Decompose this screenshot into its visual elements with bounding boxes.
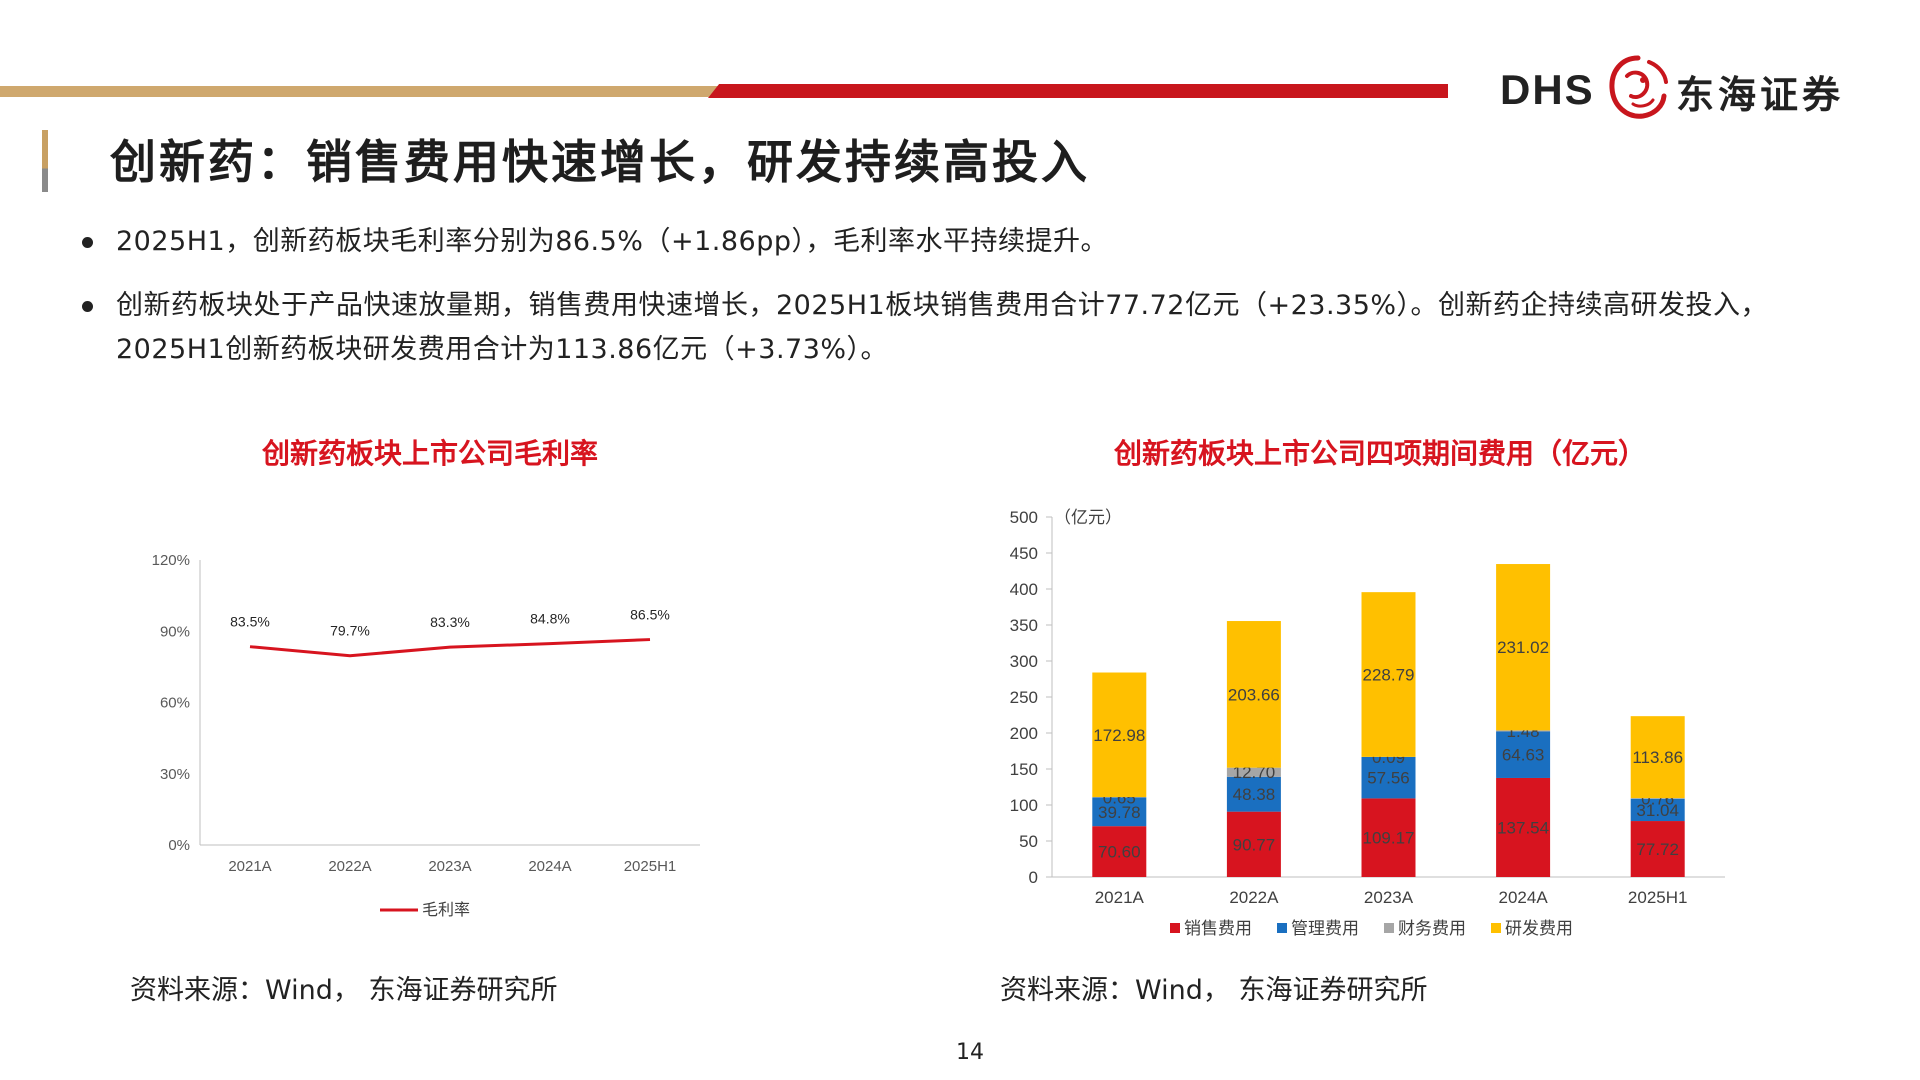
data-label: 57.56 <box>1367 769 1410 788</box>
page-number: 14 <box>956 1040 984 1065</box>
company-logo: DHS 东海证券 <box>1500 52 1890 126</box>
data-label: 64.63 <box>1502 746 1545 765</box>
x-tick-label: 2024A <box>528 858 571 875</box>
data-label: 84.8% <box>530 611 570 627</box>
header-bar-red <box>708 84 1448 98</box>
y-tick-label: 60% <box>160 695 190 712</box>
bar-segment <box>1496 731 1551 778</box>
expense-stacked-bar-chart: 0 50 100 150 200 250 300 350 400 450 500 （亿元） 70.60 3… <box>1010 508 1725 938</box>
legend-swatch <box>1277 923 1287 933</box>
data-label: 231.02 <box>1497 638 1549 657</box>
y-tick-label: 500 <box>1010 508 1038 527</box>
gross-margin-line-chart: 0% 30% 60% 90% 120% 2021A 2022A 2023A 2024A 2025H… <box>152 552 700 919</box>
x-tick-label: 2024A <box>1499 888 1549 907</box>
bullet-expenses: 创新药板块处于产品快速放量期，销售费用快速增长，2025H1板块销售费用合计77… <box>82 284 1882 372</box>
source-note-right: 资料来源：Wind， 东海证券研究所 <box>1000 975 1428 1006</box>
y-tick-label: 450 <box>1010 544 1038 563</box>
expense-chart-title: 创新药板块上市公司四项期间费用（亿元） <box>1113 437 1646 470</box>
legend-label: 研发费用 <box>1505 919 1573 938</box>
series-line-margin <box>249 638 651 658</box>
y-tick-label: 100 <box>1010 796 1038 815</box>
data-label: 203.66 <box>1228 685 1280 704</box>
data-label: 39.78 <box>1098 803 1141 822</box>
bar-segment <box>1496 777 1551 877</box>
bar-segment <box>1630 716 1685 799</box>
legend-label-margin: 毛利率 <box>422 901 470 919</box>
x-tick-label: 2023A <box>428 858 471 875</box>
x-tick-label: 2022A <box>1229 888 1279 907</box>
data-label: 90.77 <box>1233 835 1276 854</box>
bar-segment <box>1496 730 1551 732</box>
legend-label: 财务费用 <box>1398 919 1466 938</box>
data-label: 70.60 <box>1098 843 1141 862</box>
data-label: 228.79 <box>1363 666 1415 685</box>
data-label: 137.54 <box>1497 818 1549 837</box>
bar-segment <box>1630 798 1685 799</box>
bar-segment <box>1092 672 1147 798</box>
bar-segment <box>1361 592 1416 757</box>
bar-segment <box>1226 767 1281 777</box>
data-label: 77.72 <box>1636 840 1679 859</box>
source-note-left: 资料来源：Wind， 东海证券研究所 <box>130 975 558 1006</box>
y-tick-label: 50 <box>1019 832 1038 851</box>
margin-chart-title: 创新药板块上市公司毛利率 <box>261 437 598 470</box>
bar-segment <box>1630 798 1685 822</box>
data-label: 48.38 <box>1233 785 1276 804</box>
y-tick-label: 400 <box>1010 580 1038 599</box>
legend-label: 管理费用 <box>1291 919 1359 938</box>
data-label: 83.3% <box>430 614 470 630</box>
data-label: 79.7% <box>330 623 370 639</box>
legend-swatch <box>1170 923 1180 933</box>
y-tick-label: 90% <box>160 623 190 640</box>
data-label: 109.17 <box>1363 829 1415 848</box>
bar-segment <box>1361 798 1416 877</box>
bar-segment <box>1496 564 1551 731</box>
bar-segment <box>1630 821 1685 877</box>
x-tick-label: 2022A <box>328 858 371 875</box>
y-tick-label: 30% <box>160 766 190 783</box>
bar-segment <box>1226 621 1281 768</box>
legend-swatch <box>1384 923 1394 933</box>
data-label: 83.5% <box>230 614 270 630</box>
bar-segment <box>1226 811 1281 877</box>
logo-chinese-text: 东海证券 <box>1676 73 1845 117</box>
y-tick-label: 200 <box>1010 724 1038 743</box>
y-unit-label: （亿元） <box>1054 508 1122 527</box>
bar-segment <box>1361 756 1416 799</box>
header-bar-tan <box>0 86 720 97</box>
logo-latin-text: DHS <box>1500 66 1595 113</box>
y-tick-label: 150 <box>1010 760 1038 779</box>
data-label: 172.98 <box>1093 726 1145 745</box>
data-label: 31.04 <box>1636 801 1679 820</box>
data-label: 12.70 <box>1233 763 1276 782</box>
x-tick-label: 2023A <box>1364 888 1414 907</box>
data-label: 113.86 <box>1632 748 1683 767</box>
x-tick-label: 2021A <box>228 858 271 875</box>
legend-swatch <box>1491 923 1501 933</box>
bar-segment <box>1092 797 1147 827</box>
y-tick-label: 0% <box>168 837 190 854</box>
bullet-list: 2025H1，创新药板块毛利率分别为86.5%（+1.86pp），毛利率水平持续… <box>82 220 1882 392</box>
x-tick-label: 2021A <box>1095 888 1145 907</box>
y-tick-label: 250 <box>1010 688 1038 707</box>
bullet-gross-margin: 2025H1，创新药板块毛利率分别为86.5%（+1.86pp），毛利率水平持续… <box>82 220 1882 264</box>
legend-label: 销售费用 <box>1184 919 1252 938</box>
y-tick-label: 0 <box>1029 868 1038 887</box>
bar-segment <box>1092 826 1147 877</box>
y-tick-label: 350 <box>1010 616 1038 635</box>
dragon-emblem-icon <box>1609 55 1668 119</box>
y-tick-label: 120% <box>152 552 190 569</box>
page-title: 创新药：销售费用快速增长，研发持续高投入 <box>110 135 1090 189</box>
data-label: 86.5% <box>630 607 670 623</box>
title-accent-bar <box>42 130 48 192</box>
x-tick-label: 2025H1 <box>1628 888 1688 907</box>
bar-segment <box>1226 776 1281 812</box>
x-tick-label: 2025H1 <box>624 858 677 875</box>
y-tick-label: 300 <box>1010 652 1038 671</box>
